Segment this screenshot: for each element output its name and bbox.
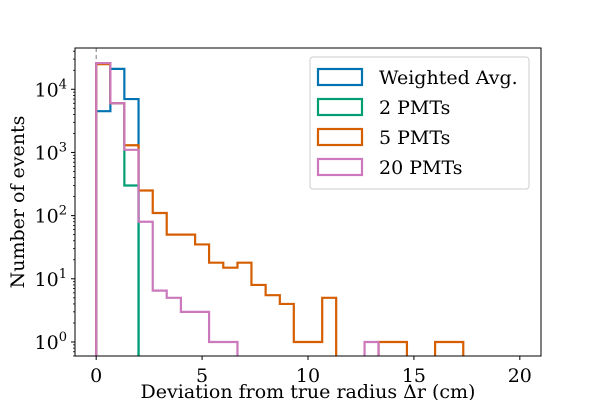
y-axis-label: Number of events [7,116,29,289]
x-tick-label: 10 [296,365,320,387]
series-layer [95,61,465,356]
y-tick-label: 103 [35,140,67,164]
y-axis-ticks: 100 101 102 103 104 [35,50,75,357]
legend-swatch [316,127,364,147]
x-tick-label: 5 [196,365,208,387]
legend-swatch [316,67,364,87]
legend-swatch [316,97,364,117]
legend-label: 2 PMTs [379,97,450,119]
series-weighted-avg [95,67,140,356]
series-2-pmts [95,61,140,356]
histogram-step-segment [95,67,140,356]
x-tick-label: 15 [402,365,426,387]
series-20-pmts [95,61,380,356]
legend-label: 20 PMTs [379,157,463,179]
histogram-step-segment [95,61,140,356]
x-tick-label: 20 [508,365,532,387]
histogram-step-segment [95,63,338,356]
legend-label: Weighted Avg. [379,67,518,89]
legend-swatch [316,157,364,177]
legend-box [309,56,530,190]
histogram-step-segment [95,61,239,356]
y-tick-label: 100 [35,330,67,354]
y-tick-label: 101 [35,267,67,291]
y-tick-label: 102 [35,204,67,228]
x-axis-label: Deviation from true radius Δr (cm) [141,381,476,400]
legend: Weighted Avg. 2 PMTs 5 PMTs 20 PMTs [309,56,530,190]
y-tick-label: 104 [35,77,67,101]
legend-label: 5 PMTs [379,127,450,149]
x-tick-label: 0 [90,365,102,387]
histogram-step-segment [433,340,465,356]
histogram-step-segment [377,340,409,356]
x-axis-ticks: 0 5 10 15 20 [90,356,532,387]
histogram-step-segment [363,340,380,356]
